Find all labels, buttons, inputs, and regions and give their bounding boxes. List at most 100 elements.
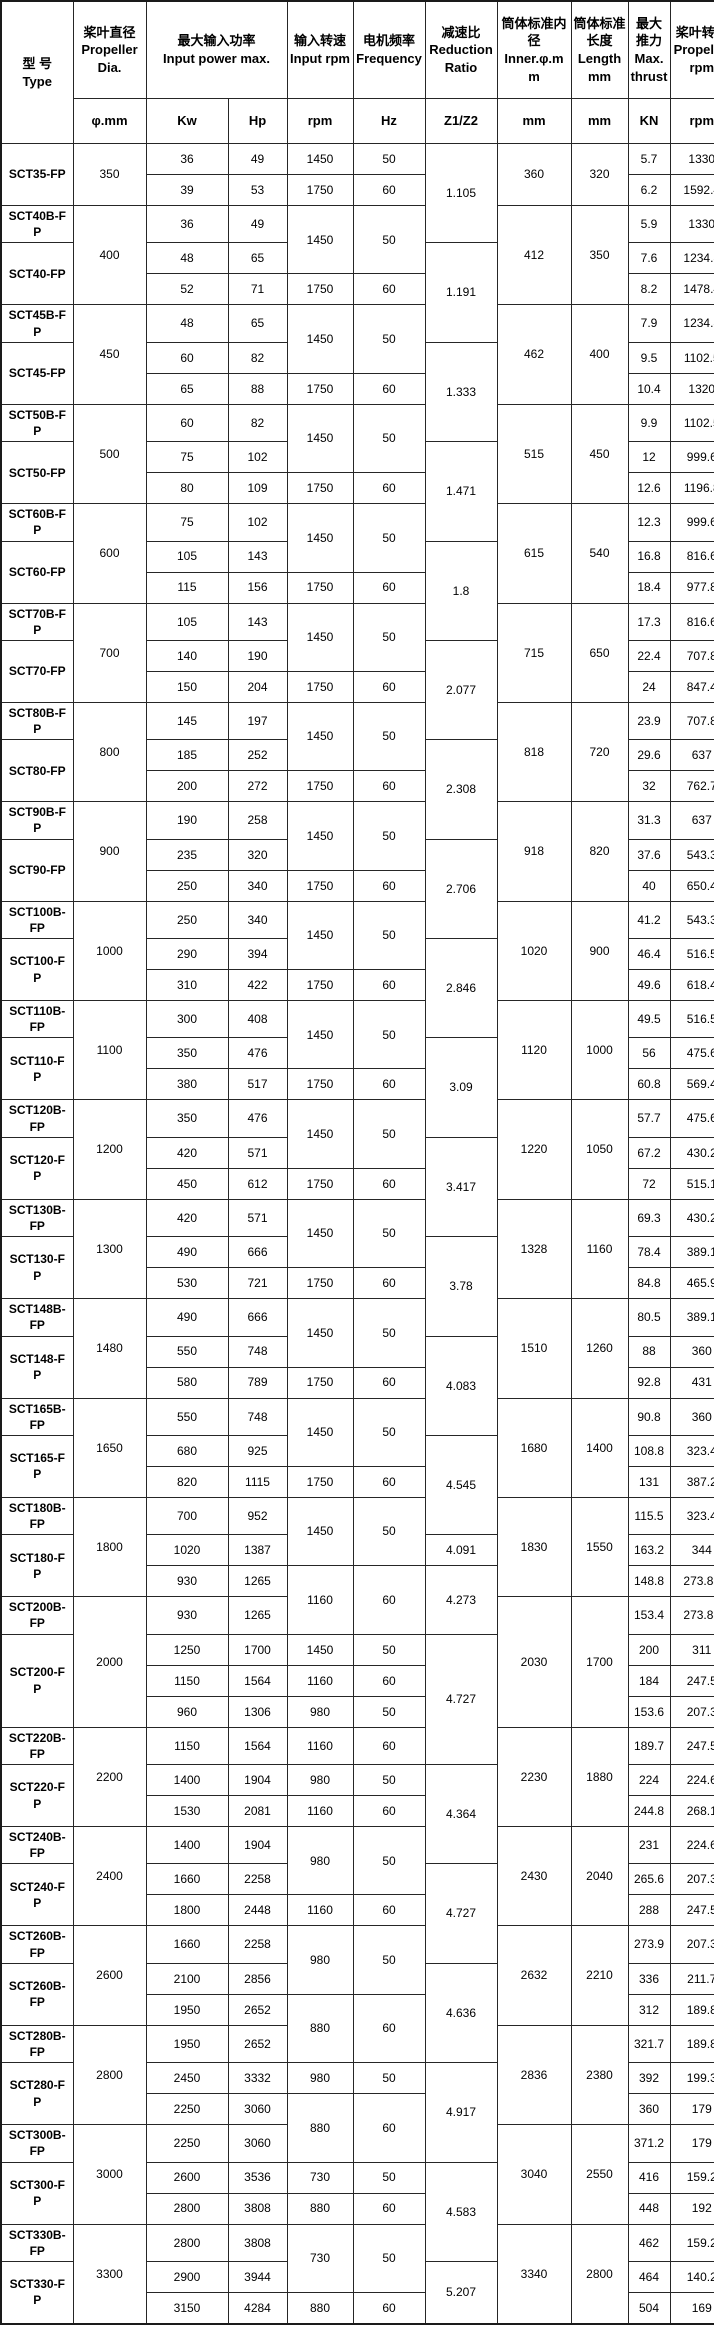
power-hp-cell: 49 [228,144,287,175]
power-kw-cell: 48 [146,305,228,342]
thrust-cell: 108.8 [628,1435,670,1466]
diameter-cell: 450 [73,305,146,404]
thrust-cell: 56 [628,1038,670,1069]
model-cell: SCT50B-FP [1,404,73,441]
power-hp-cell: 3808 [228,2193,287,2224]
diameter-cell: 1200 [73,1100,146,1199]
frequency-cell: 50 [353,404,425,472]
frequency-cell: 60 [353,1367,425,1398]
propeller-rpm-cell: 387.2 [670,1466,714,1497]
length-cell: 1880 [571,1727,628,1826]
input-rpm-cell: 1450 [287,1001,353,1069]
inner-diameter-cell: 360 [497,144,571,206]
propeller-rpm-cell: 323.4 [670,1435,714,1466]
propeller-rpm-cell: 637 [670,802,714,839]
power-kw-cell: 52 [146,274,228,305]
frequency-cell: 50 [353,2162,425,2193]
power-hp-cell: 2856 [228,1963,287,1994]
frequency-cell: 50 [353,702,425,770]
thrust-cell: 6.2 [628,175,670,206]
power-hp-cell: 476 [228,1100,287,1137]
thrust-cell: 288 [628,1895,670,1926]
power-kw-cell: 60 [146,342,228,373]
header-col-zh: 电机频率 [356,32,423,50]
power-hp-cell: 2258 [228,1926,287,1963]
ratio-cell: 4.083 [425,1336,497,1435]
power-hp-cell: 952 [228,1497,287,1534]
propeller-rpm-cell: 189.8 [670,1994,714,2025]
frequency-cell: 60 [353,274,425,305]
thrust-cell: 41.2 [628,901,670,938]
power-hp-cell: 666 [228,1299,287,1336]
header-col-en: Reduction Ratio [428,41,495,76]
inner-diameter-cell: 412 [497,206,571,305]
unit-cell: Hp [228,99,287,144]
frequency-cell: 50 [353,1398,425,1466]
inner-diameter-cell: 615 [497,504,571,603]
propeller-rpm-cell: 211.7 [670,1963,714,1994]
length-cell: 2380 [571,2025,628,2124]
frequency-cell: 60 [353,2292,425,2324]
propeller-rpm-cell: 650.4 [670,870,714,901]
frequency-cell: 50 [353,144,425,175]
inner-diameter-cell: 2430 [497,1827,571,1926]
thrust-cell: 40 [628,870,670,901]
unit-cell: rpm [287,99,353,144]
frequency-cell: 50 [353,1199,425,1267]
thrust-cell: 360 [628,2094,670,2125]
propeller-rpm-cell: 389.1 [670,1299,714,1336]
model-cell: SCT110B-FP [1,1001,73,1038]
ratio-cell: 4.273 [425,1566,497,1634]
propeller-rpm-cell: 999.6 [670,504,714,541]
power-hp-cell: 252 [228,740,287,771]
power-hp-cell: 88 [228,373,287,404]
model-cell: SCT70B-FP [1,603,73,640]
power-kw-cell: 150 [146,671,228,702]
unit-cell: mm [571,99,628,144]
header-col-en: Input rpm [290,50,351,68]
frequency-cell: 50 [353,1634,425,1665]
power-kw-cell: 2450 [146,2063,228,2094]
model-cell: SCT120B-FP [1,1100,73,1137]
power-hp-cell: 1115 [228,1466,287,1497]
power-kw-cell: 450 [146,1168,228,1199]
model-cell: SCT180B-FP [1,1497,73,1534]
input-rpm-cell: 980 [287,1696,353,1727]
propeller-rpm-cell: 1234.8 [670,243,714,274]
thrust-cell: 31.3 [628,802,670,839]
model-cell: SCT220-FP [1,1765,73,1827]
ratio-cell: 3.09 [425,1038,497,1137]
ratio-cell: 1.8 [425,541,497,640]
input-rpm-cell: 730 [287,2162,353,2193]
input-rpm-cell: 1750 [287,274,353,305]
input-rpm-cell: 1750 [287,1367,353,1398]
propeller-rpm-cell: 207.3 [670,1926,714,1963]
power-hp-cell: 71 [228,274,287,305]
frequency-cell: 50 [353,305,425,373]
thrust-cell: 88 [628,1336,670,1367]
propeller-rpm-cell: 515.1 [670,1168,714,1199]
frequency-cell: 60 [353,671,425,702]
model-cell: SCT148B-FP [1,1299,73,1336]
input-rpm-cell: 1750 [287,572,353,603]
header-col-zh: 输入转速 [290,32,351,50]
thrust-cell: 265.6 [628,1864,670,1895]
power-hp-cell: 1700 [228,1634,287,1665]
power-kw-cell: 2250 [146,2125,228,2162]
input-rpm-cell: 980 [287,1827,353,1895]
thrust-cell: 49.6 [628,970,670,1001]
power-kw-cell: 250 [146,901,228,938]
ratio-cell: 5.207 [425,2261,497,2324]
header-col-en: Inner.φ.mm [500,50,569,85]
power-hp-cell: 1904 [228,1827,287,1864]
diameter-cell: 2400 [73,1827,146,1926]
propeller-rpm-cell: 159.2 [670,2162,714,2193]
